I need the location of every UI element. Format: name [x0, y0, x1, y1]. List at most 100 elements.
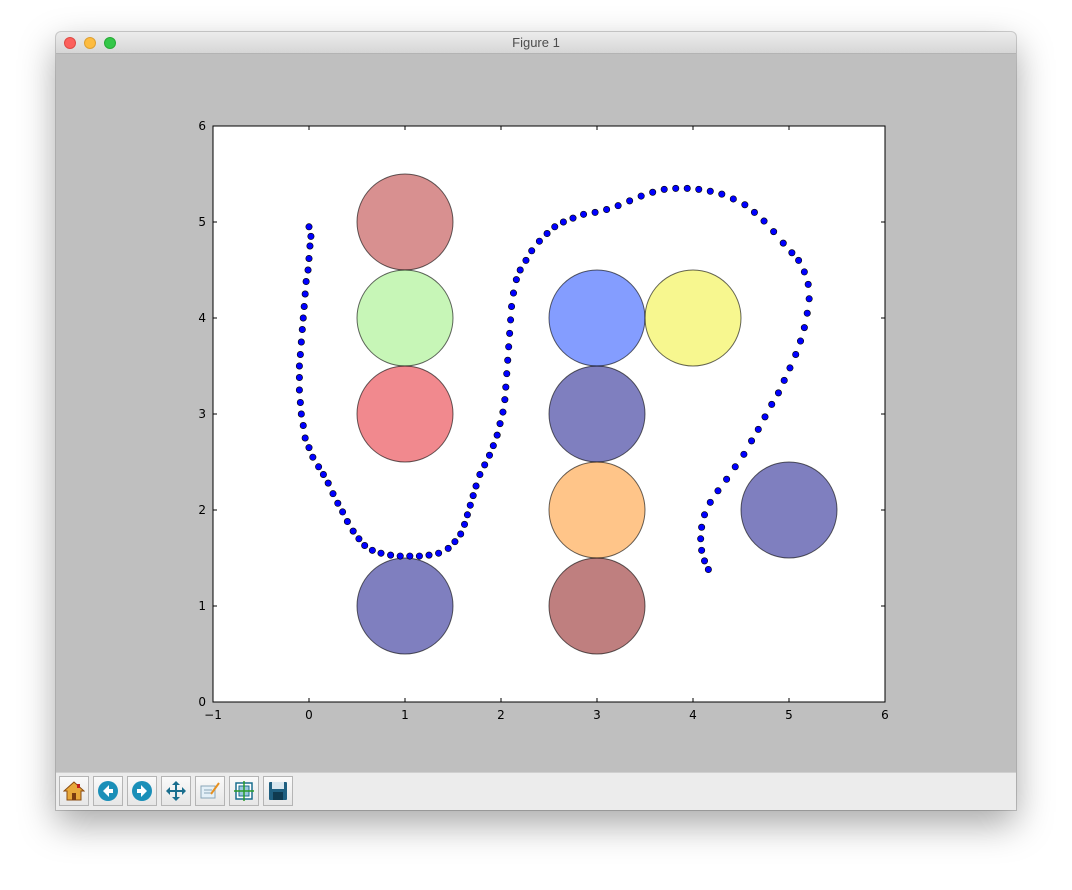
path-point	[305, 223, 313, 231]
path-point	[731, 463, 739, 471]
path-point	[603, 206, 611, 214]
path-point	[493, 431, 501, 439]
path-point	[543, 230, 551, 238]
path-point	[296, 398, 304, 406]
floppy-disk-icon	[267, 780, 289, 802]
path-point	[761, 413, 769, 421]
path-point	[614, 202, 622, 210]
path-point	[451, 538, 459, 546]
path-point	[334, 499, 342, 507]
zoom-button[interactable]	[195, 776, 225, 806]
path-point	[704, 566, 712, 574]
path-point	[297, 338, 305, 346]
pan-button[interactable]	[161, 776, 191, 806]
close-window-button[interactable]	[64, 37, 76, 49]
path-point	[528, 247, 536, 255]
path-point	[516, 266, 524, 274]
path-point	[503, 370, 511, 378]
path-point	[425, 551, 433, 559]
figure-canvas[interactable]: −1 0 1 2 3 4 5 6 0 1 2 3 4 5 6	[56, 54, 1016, 772]
path-point	[698, 546, 706, 554]
path-point	[300, 302, 308, 310]
path-point	[305, 254, 313, 262]
path-point	[760, 217, 768, 225]
path-point	[804, 280, 812, 288]
path-point	[508, 302, 516, 310]
path-point	[305, 444, 313, 452]
path-point	[295, 362, 303, 370]
path-point	[706, 187, 714, 195]
obstacle-circle-7	[548, 461, 646, 559]
path-point	[512, 276, 520, 284]
path-point	[698, 523, 706, 531]
path-point	[723, 475, 731, 483]
path-point	[324, 479, 332, 487]
path-point	[660, 185, 668, 193]
path-point	[306, 242, 314, 250]
path-point	[489, 442, 497, 450]
minimize-window-button[interactable]	[84, 37, 96, 49]
path-point	[535, 237, 543, 245]
zoom-rect-icon	[199, 780, 221, 802]
obstacle-circle-2	[356, 269, 454, 367]
forward-button[interactable]	[127, 776, 157, 806]
save-button[interactable]	[263, 776, 293, 806]
figure-window: Figure 1 −1 0 1 2 3 4 5 6 0 1 2 3 4 5 6	[56, 32, 1016, 810]
path-point	[580, 210, 588, 218]
path-point	[714, 487, 722, 495]
y-tick-label: 2	[198, 503, 206, 517]
path-point	[355, 535, 363, 543]
obstacle-circle-5	[548, 269, 646, 367]
obstacle-circle-1	[356, 173, 454, 271]
path-point	[301, 434, 309, 442]
path-point	[435, 549, 443, 557]
path-point	[377, 549, 385, 557]
y-tick-label: 5	[198, 215, 206, 229]
x-tick-label: 4	[689, 708, 697, 722]
path-point	[476, 470, 484, 478]
path-point	[501, 396, 509, 404]
path-point	[701, 511, 709, 519]
path-point	[569, 214, 577, 222]
maximize-window-button[interactable]	[104, 37, 116, 49]
obstacle-circle-4	[356, 557, 454, 655]
path-point	[496, 420, 504, 428]
y-tick-label: 1	[198, 599, 206, 613]
x-tick-label: 1	[401, 708, 409, 722]
back-button[interactable]	[93, 776, 123, 806]
path-point	[469, 492, 477, 500]
path-point	[505, 343, 513, 351]
x-tick-label: 6	[881, 708, 889, 722]
path-point	[298, 326, 306, 334]
path-point	[792, 350, 800, 358]
path-point	[780, 376, 788, 384]
x-tick-label: 5	[785, 708, 793, 722]
home-button[interactable]	[59, 776, 89, 806]
path-point	[502, 383, 510, 391]
circles-layer	[356, 173, 838, 655]
subplots-config-icon	[233, 780, 255, 802]
path-point	[768, 400, 776, 408]
path-point	[697, 535, 705, 543]
path-point	[509, 289, 517, 297]
home-icon	[63, 780, 85, 802]
path-point	[315, 463, 323, 471]
obstacle-circle-9	[644, 269, 742, 367]
path-point	[507, 316, 515, 324]
path-point	[319, 470, 327, 478]
path-point	[297, 410, 305, 418]
path-point	[368, 546, 376, 554]
path-point	[296, 350, 304, 358]
x-tick-label: 2	[497, 708, 505, 722]
path-point	[740, 450, 748, 458]
obstacle-circle-3	[356, 365, 454, 463]
path-point	[307, 232, 315, 240]
y-tick-label: 0	[198, 695, 206, 709]
y-tick-label: 6	[198, 119, 206, 133]
subplots-button[interactable]	[229, 776, 259, 806]
path-point	[343, 518, 351, 526]
obstacle-circle-6	[548, 365, 646, 463]
path-point	[683, 184, 691, 192]
path-point	[786, 364, 794, 372]
